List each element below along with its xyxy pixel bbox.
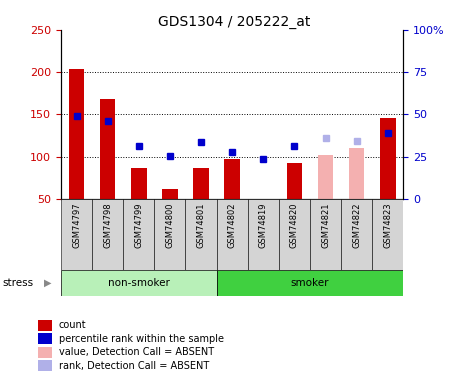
- Bar: [61, 270, 217, 296]
- Bar: [287, 164, 302, 199]
- Text: GSM74821: GSM74821: [321, 202, 330, 248]
- Bar: [279, 199, 310, 270]
- Bar: [92, 199, 123, 270]
- Text: GSM74800: GSM74800: [166, 202, 174, 248]
- Bar: [131, 168, 146, 199]
- Bar: [38, 360, 52, 371]
- Bar: [349, 148, 364, 199]
- Bar: [310, 199, 341, 270]
- Bar: [69, 69, 84, 199]
- Text: GSM74799: GSM74799: [134, 202, 144, 248]
- Text: GSM74798: GSM74798: [103, 202, 112, 248]
- Bar: [193, 168, 209, 199]
- Bar: [100, 99, 115, 199]
- Bar: [162, 189, 178, 199]
- Bar: [38, 333, 52, 344]
- Bar: [217, 199, 248, 270]
- Text: rank, Detection Call = ABSENT: rank, Detection Call = ABSENT: [59, 361, 209, 370]
- Bar: [341, 199, 372, 270]
- Text: count: count: [59, 320, 86, 330]
- Bar: [38, 320, 52, 331]
- Text: GSM74802: GSM74802: [227, 202, 237, 248]
- Text: ▶: ▶: [44, 278, 51, 288]
- Text: GSM74822: GSM74822: [352, 202, 361, 248]
- Bar: [248, 199, 279, 270]
- Text: non-smoker: non-smoker: [108, 278, 170, 288]
- Text: GSM74819: GSM74819: [259, 202, 268, 248]
- Text: GSM74820: GSM74820: [290, 202, 299, 248]
- Bar: [256, 199, 271, 239]
- Text: stress: stress: [2, 278, 33, 288]
- Text: GSM74797: GSM74797: [72, 202, 81, 248]
- Bar: [318, 155, 333, 199]
- Text: value, Detection Call = ABSENT: value, Detection Call = ABSENT: [59, 347, 214, 357]
- Bar: [38, 346, 52, 358]
- Bar: [217, 270, 403, 296]
- Bar: [224, 159, 240, 199]
- Text: GDS1304 / 205222_at: GDS1304 / 205222_at: [159, 15, 310, 29]
- Bar: [380, 118, 395, 199]
- Bar: [154, 199, 185, 270]
- Bar: [123, 199, 154, 270]
- Text: percentile rank within the sample: percentile rank within the sample: [59, 334, 224, 344]
- Text: GSM74801: GSM74801: [197, 202, 205, 248]
- Text: smoker: smoker: [291, 278, 329, 288]
- Bar: [61, 199, 92, 270]
- Bar: [185, 199, 217, 270]
- Bar: [372, 199, 403, 270]
- Text: GSM74823: GSM74823: [383, 202, 392, 248]
